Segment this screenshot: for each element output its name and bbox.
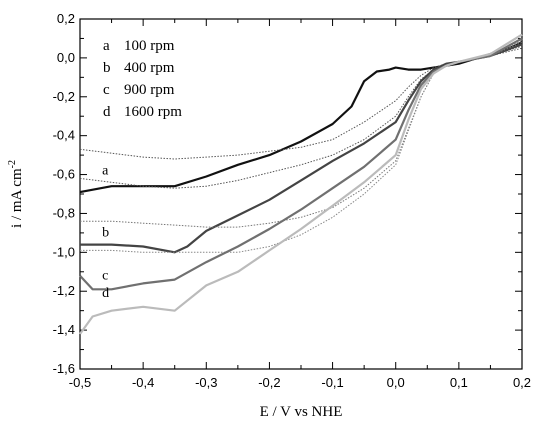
series-label-a: a	[102, 163, 109, 178]
x-tick-label: -0,2	[258, 375, 280, 390]
y-tick-label: -1,0	[53, 244, 75, 259]
y-tick-label: -1,6	[53, 361, 75, 376]
y-tick-label: -0,6	[53, 167, 75, 182]
curve-labels-group: a b cd	[102, 163, 109, 301]
y-tick-label: -1,4	[53, 322, 75, 337]
series-label-d: d	[102, 286, 109, 301]
legend-letter: a	[103, 38, 110, 54]
y-tick-label: 0,0	[57, 50, 75, 65]
legend-letter: d	[103, 104, 111, 120]
series-line-b	[80, 43, 523, 254]
x-tick-label: -0,1	[321, 375, 343, 390]
series-label-c: c	[102, 268, 108, 283]
x-axis-title: E / V vs NHE	[260, 404, 343, 420]
y-axis-title: i / mA cm-2	[7, 160, 25, 228]
x-tick-label: 0,2	[513, 375, 531, 390]
series-label-b: b	[102, 226, 109, 241]
curves-group	[79, 33, 523, 335]
series-line-d	[79, 33, 523, 335]
x-tick-label: -0,3	[195, 375, 217, 390]
legend-letter: b	[103, 60, 111, 76]
y-tick-label: -0,2	[53, 89, 75, 104]
y-axis-title-main: i / mA cm	[9, 168, 25, 228]
x-tick-label: -0,5	[69, 375, 91, 390]
y-axis-title-superscript: -2	[7, 160, 18, 168]
legend-entry-text: 400 rpm	[124, 60, 175, 76]
legend-group: a 100 rpm b 400 rpm c 900 rpm d 1600 rpm	[103, 38, 182, 120]
legend-entry-text: 100 rpm	[124, 38, 175, 54]
series-line-c	[79, 37, 523, 291]
x-tick-label: 0,0	[387, 375, 405, 390]
x-tick-label: 0,1	[450, 375, 468, 390]
legend-entry-text: 1600 rpm	[124, 104, 182, 120]
ticks-group: -0,5 -0,4 -0,3 -0,2 -0,1 0,0 0,1 0,2 0,2 0,0 -0,2 -…	[53, 11, 531, 390]
y-tick-label: -1,2	[53, 283, 75, 298]
legend-letter: c	[103, 82, 110, 98]
legend-entry-text: 900 rpm	[124, 82, 175, 98]
x-tick-label: -0,4	[132, 375, 154, 390]
y-tick-label: 0,2	[57, 11, 75, 26]
y-tick-label: -0,4	[53, 128, 75, 143]
y-tick-label: -0,8	[53, 205, 75, 220]
